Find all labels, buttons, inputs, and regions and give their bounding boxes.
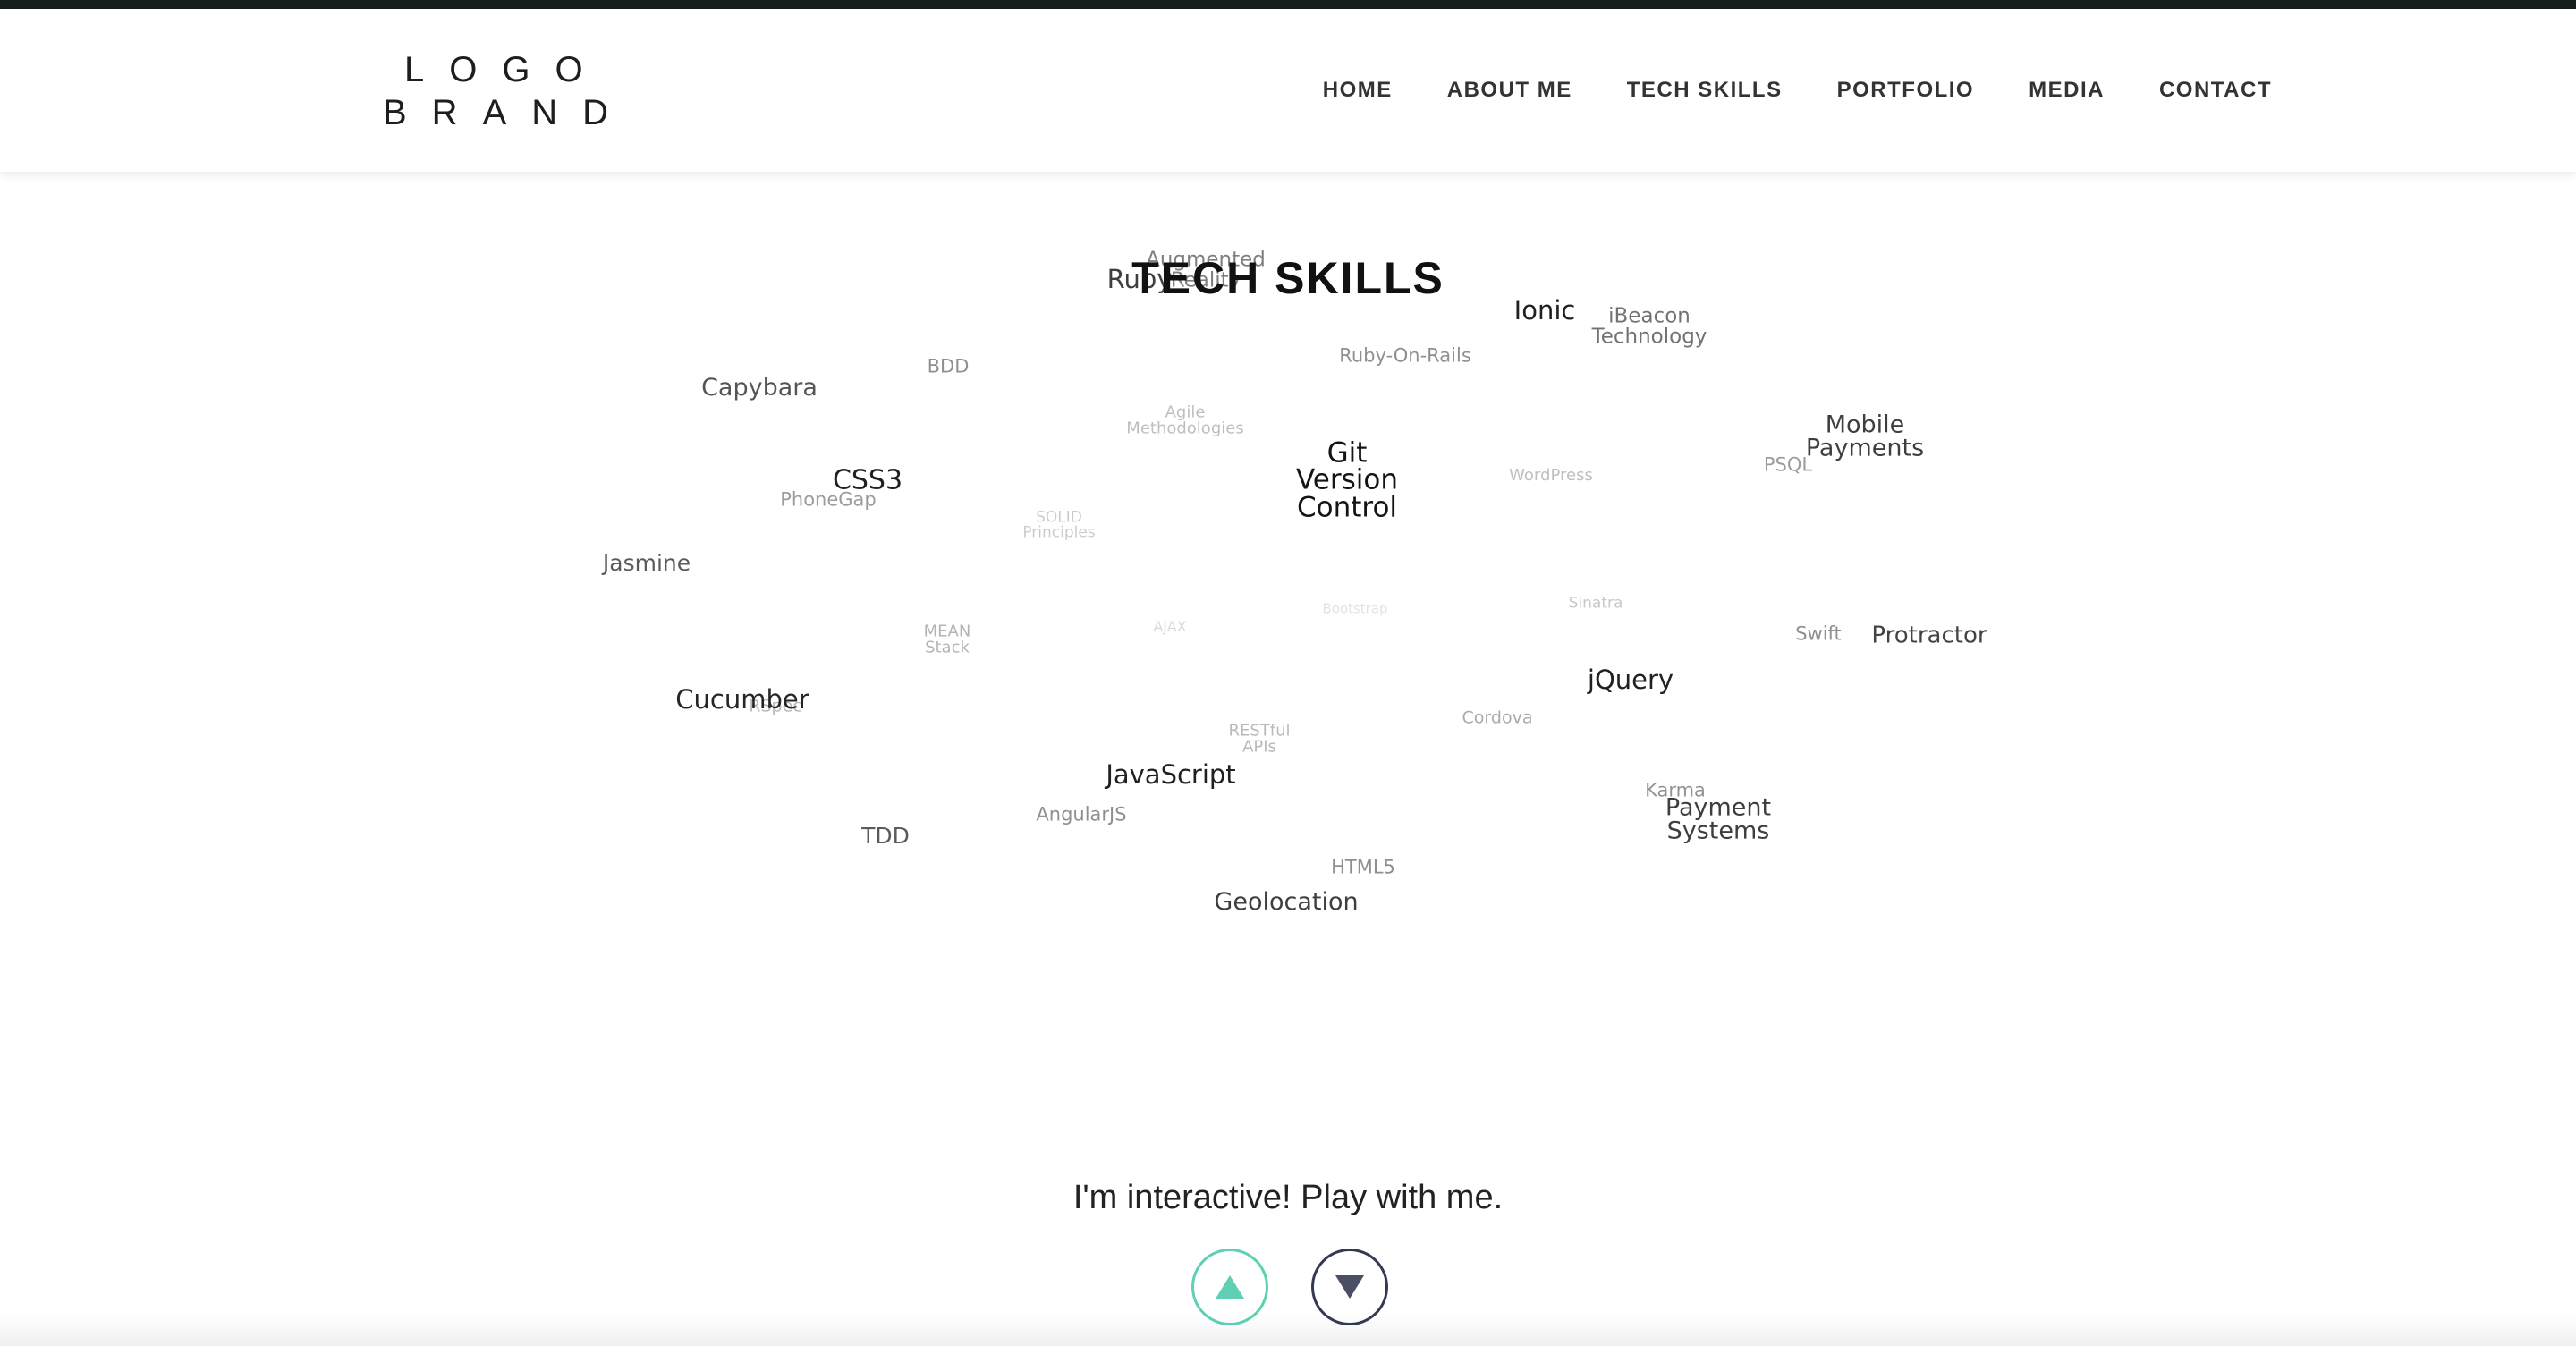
skill-tag[interactable]: PhoneGap xyxy=(780,488,877,511)
nav-contact[interactable]: CONTACT xyxy=(2158,78,2272,102)
logo-brand[interactable]: LOGO BRAND xyxy=(383,48,615,134)
logo-line-1: LOGO xyxy=(404,50,608,89)
main-nav: HOME ABOUT ME TECH SKILLS PORTFOLIO MEDI… xyxy=(1268,9,2272,172)
skill-tag[interactable]: Agile Methodologies xyxy=(1126,402,1244,437)
skill-tag[interactable]: Protractor xyxy=(1871,622,1987,649)
skill-tag[interactable]: CSS3 xyxy=(832,464,903,496)
skill-tag[interactable]: WordPress xyxy=(1509,466,1593,486)
skill-tag[interactable]: Geolocation xyxy=(1214,887,1359,916)
nav-tech-skills[interactable]: TECH SKILLS xyxy=(1626,78,1783,102)
skill-tag[interactable]: SOLID Principles xyxy=(1022,508,1096,541)
nav-media[interactable]: MEDIA xyxy=(2029,78,2105,102)
site-header: LOGO BRAND HOME ABOUT ME TECH SKILLS POR… xyxy=(0,9,2576,172)
tag-cloud[interactable]: Augmented Reality Ruby Ionic iBeacon Techno… xyxy=(0,172,2576,1346)
skill-tag[interactable]: RSpec xyxy=(749,696,802,716)
triangle-down-icon xyxy=(1335,1275,1364,1299)
bottom-shadow xyxy=(0,1314,2576,1346)
nav-home[interactable]: HOME xyxy=(1322,78,1393,102)
interactive-hint: I'm interactive! Play with me. xyxy=(1072,1179,1504,1216)
skill-tag[interactable]: Capybara xyxy=(701,373,818,402)
skill-tag[interactable]: Ionic xyxy=(1513,294,1576,326)
skill-tag[interactable]: Ruby xyxy=(1106,263,1173,294)
skill-tag[interactable]: Cordova xyxy=(1462,707,1533,728)
tech-skills-section: TECH SKILLS Augmented Reality Ruby Ionic iB… xyxy=(0,172,2576,1346)
scroll-down-button[interactable] xyxy=(1311,1249,1388,1325)
skill-tag[interactable]: RESTful APIs xyxy=(1228,721,1291,756)
scroll-up-button[interactable] xyxy=(1191,1249,1268,1325)
skill-tag[interactable]: jQuery xyxy=(1587,664,1674,695)
skill-tag[interactable]: Augmented Reality xyxy=(1146,248,1266,292)
skill-tag[interactable]: AJAX xyxy=(1153,618,1187,636)
skill-tag[interactable]: Mobile Payments xyxy=(1805,411,1925,462)
skill-tag[interactable]: Jasmine xyxy=(602,549,691,576)
skill-tag[interactable]: iBeacon Technology xyxy=(1591,304,1707,348)
skill-tag[interactable]: Karma xyxy=(1645,779,1706,801)
skill-tag[interactable]: Payment Systems xyxy=(1665,793,1772,845)
skill-tag[interactable]: JavaScript xyxy=(1106,758,1236,790)
section-title: TECH SKILLS xyxy=(1131,253,1445,303)
nav-portfolio[interactable]: PORTFOLIO xyxy=(1836,78,1975,102)
skill-tag[interactable]: BDD xyxy=(927,355,970,377)
skill-tag[interactable]: TDD xyxy=(861,822,910,849)
skill-tag[interactable]: Git Version Control xyxy=(1296,436,1398,524)
skill-tag[interactable]: MEAN Stack xyxy=(923,622,971,656)
skill-tag[interactable]: PSQL xyxy=(1763,453,1813,476)
skill-tag[interactable]: Bootstrap xyxy=(1322,600,1388,617)
skill-tag[interactable]: Swift xyxy=(1795,622,1842,645)
skill-tag[interactable]: HTML5 xyxy=(1331,856,1395,878)
nav-about-me[interactable]: ABOUT ME xyxy=(1446,78,1572,102)
skill-tag[interactable]: Sinatra xyxy=(1568,594,1623,613)
skill-tag[interactable]: Cucumber xyxy=(675,683,809,715)
top-accent-bar xyxy=(0,0,2576,9)
skill-tag[interactable]: AngularJS xyxy=(1036,803,1127,825)
triangle-up-icon xyxy=(1216,1275,1244,1299)
skill-tag[interactable]: Ruby-On-Rails xyxy=(1339,344,1471,367)
logo-line-2: BRAND xyxy=(383,93,634,132)
